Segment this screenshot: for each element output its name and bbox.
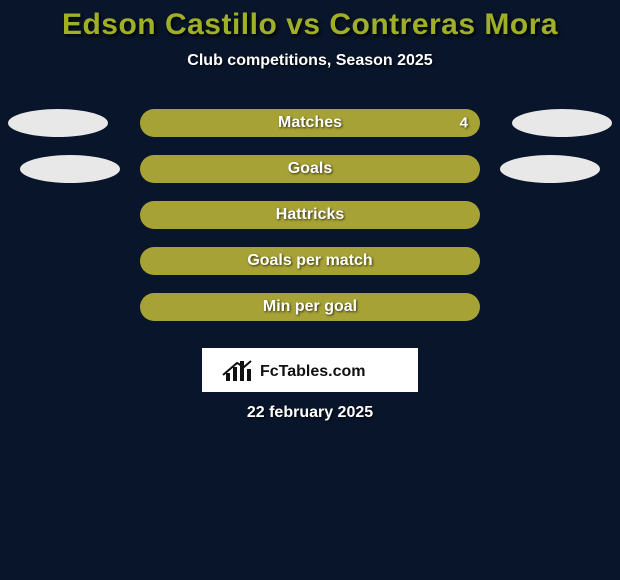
stat-label: Hattricks <box>276 206 344 224</box>
stat-row: Matches 4 <box>0 100 620 146</box>
fctables-logo: FcTables.com <box>220 355 400 385</box>
stat-label: Matches <box>278 114 342 132</box>
stat-bar: Hattricks <box>140 201 480 229</box>
right-ellipse <box>500 155 600 183</box>
stat-label: Min per goal <box>263 298 357 316</box>
stat-value-right: 4 <box>460 115 468 132</box>
stat-bar: Min per goal <box>140 293 480 321</box>
stat-rows: Matches 4 Goals Hattricks Goals per match Min… <box>0 100 620 330</box>
stat-row: Goals <box>0 146 620 192</box>
stat-row: Goals per match <box>0 238 620 284</box>
stat-bar: Goals per match <box>140 247 480 275</box>
stat-label: Goals <box>288 160 332 178</box>
left-ellipse <box>8 109 108 137</box>
stat-bar: Goals <box>140 155 480 183</box>
logo-text: FcTables.com <box>260 363 366 380</box>
stat-bar: Matches 4 <box>140 109 480 137</box>
stat-row: Min per goal <box>0 284 620 330</box>
right-ellipse <box>512 109 612 137</box>
logo-box: FcTables.com <box>202 348 418 392</box>
left-ellipse <box>20 155 120 183</box>
chart-icon <box>223 361 251 381</box>
page-subtitle: Club competitions, Season 2025 <box>0 52 620 70</box>
date-label: 22 february 2025 <box>0 404 620 422</box>
page-title: Edson Castillo vs Contreras Mora <box>0 0 620 42</box>
stat-label: Goals per match <box>247 252 372 270</box>
stat-row: Hattricks <box>0 192 620 238</box>
